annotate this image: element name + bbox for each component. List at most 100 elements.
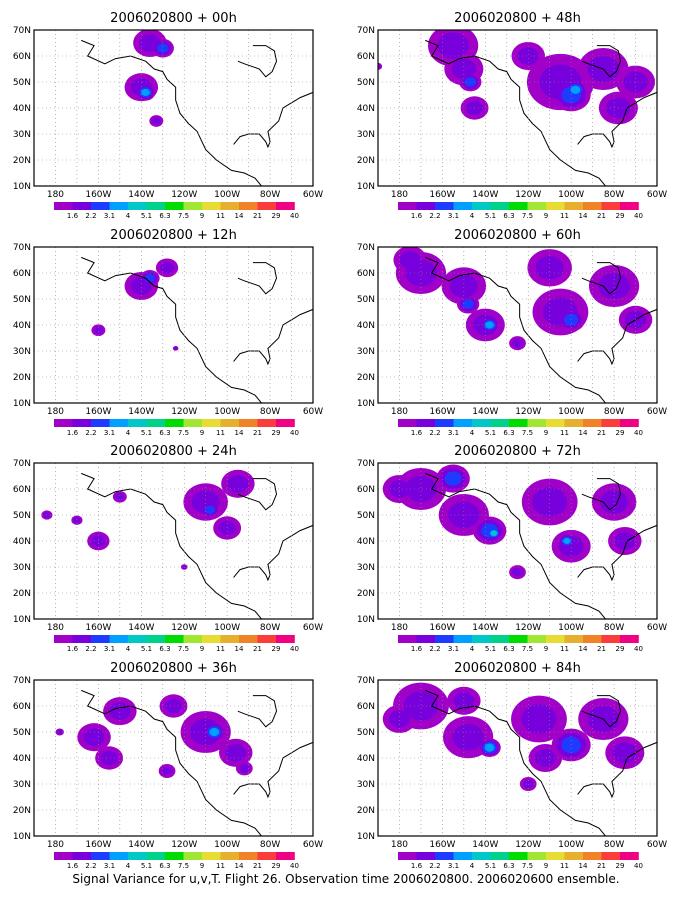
- variance-contour: [484, 743, 495, 752]
- variance-contour: [532, 487, 568, 517]
- lon-tick-label: 60W: [647, 407, 667, 417]
- lat-tick-label: 70N: [13, 459, 31, 469]
- colorbar-swatch: [183, 202, 203, 210]
- colorbar-swatch: [509, 202, 528, 210]
- lon-tick-label: 80W: [260, 407, 280, 417]
- colorbar-swatch: [257, 419, 277, 427]
- lat-tick-label: 70N: [357, 676, 375, 686]
- lon-tick-label: 140W: [128, 407, 154, 417]
- variance-contour: [151, 117, 161, 125]
- colorbar-swatch: [509, 852, 528, 860]
- colorbar: 1.6 2.2 3.1 4 5.1 6.3 7.5 9 11 14 21 29 40: [398, 852, 643, 870]
- colorbar-swatch: [601, 202, 621, 210]
- colorbar-label: 4: [126, 862, 131, 870]
- lat-tick-label: 30N: [13, 563, 31, 573]
- lat-tick-label: 40N: [13, 104, 31, 114]
- variance-contour: [614, 532, 636, 550]
- colorbar-label: 11: [216, 645, 225, 653]
- colorbar-label: 9: [544, 862, 548, 870]
- colorbar-label: 14: [235, 862, 244, 870]
- lat-tick-label: 40N: [357, 537, 375, 547]
- lat-tick-label: 40N: [357, 321, 375, 331]
- colorbar-swatch: [527, 852, 547, 860]
- colorbar-label: 6.3: [503, 212, 514, 220]
- colorbar-swatch: [416, 419, 436, 427]
- lon-tick-label: 60W: [303, 407, 323, 417]
- colorbar-swatch: [183, 419, 203, 427]
- lon-tick-label: 160W: [429, 190, 455, 200]
- lat-tick-label: 20N: [13, 156, 31, 166]
- colorbar-swatch: [128, 852, 147, 860]
- map-panel: 2006020800 + 12h 10N 20N 30N 40N 50N 60N 70N 180…: [13, 228, 323, 437]
- colorbar-label: 9: [544, 645, 548, 653]
- colorbar-swatch: [583, 202, 602, 210]
- lat-tick-label: 10N: [13, 182, 31, 192]
- colorbar-label: 1.6: [67, 862, 79, 870]
- lon-tick-label: 180: [47, 190, 64, 200]
- lon-tick-label: 180: [47, 623, 64, 633]
- colorbar-swatch: [398, 635, 417, 643]
- lat-tick-label: 60N: [13, 702, 31, 712]
- colorbar-swatch: [183, 852, 203, 860]
- colorbar-swatch: [128, 419, 147, 427]
- lat-tick-label: 20N: [357, 589, 375, 599]
- variance-contour: [57, 729, 63, 735]
- colorbar-swatch: [546, 419, 565, 427]
- colorbar: 1.6 2.2 3.1 4 5.1 6.3 7.5 9 11 14 21 29 40: [398, 202, 643, 220]
- colorbar-swatch: [583, 635, 602, 643]
- lat-tick-label: 20N: [13, 806, 31, 816]
- lat-tick-label: 60N: [13, 52, 31, 62]
- colorbar-swatch: [202, 419, 221, 427]
- colorbar-label: 4: [470, 212, 475, 220]
- lat-tick-label: 20N: [13, 589, 31, 599]
- variance-field: [393, 247, 653, 351]
- variance-contour: [437, 32, 469, 59]
- lon-tick-label: 120W: [515, 623, 541, 633]
- colorbar-swatch: [165, 635, 184, 643]
- lon-tick-label: 160W: [85, 623, 111, 633]
- colorbar-swatch: [472, 419, 491, 427]
- colorbar-label: 11: [560, 645, 569, 653]
- lat-tick-label: 30N: [357, 563, 375, 573]
- colorbar-swatch: [72, 852, 92, 860]
- colorbar-swatch: [109, 635, 129, 643]
- colorbar-swatch: [509, 419, 528, 427]
- colorbar-label: 3.1: [104, 429, 115, 437]
- lat-tick-label: 60N: [357, 52, 375, 62]
- variance-contour: [517, 47, 539, 65]
- colorbar-swatch: [546, 202, 565, 210]
- colorbar-label: 29: [272, 645, 281, 653]
- colorbar-swatch: [220, 202, 240, 210]
- map-background: [34, 30, 313, 186]
- colorbar-label: 6.3: [159, 429, 170, 437]
- grid: [34, 680, 313, 836]
- colorbar-label: 9: [200, 645, 204, 653]
- lon-tick-label: 180: [391, 407, 408, 417]
- lat-tick-label: 60N: [357, 485, 375, 495]
- colorbar-swatch: [398, 419, 417, 427]
- lat-tick-label: 10N: [13, 399, 31, 409]
- colorbar-swatch: [620, 419, 639, 427]
- colorbar-swatch: [472, 635, 491, 643]
- colorbar-swatch: [620, 635, 639, 643]
- variance-contour: [109, 702, 131, 720]
- colorbar-label: 40: [634, 862, 643, 870]
- colorbar-label: 2.2: [429, 212, 440, 220]
- variance-contour: [100, 750, 118, 766]
- lon-tick-label: 160W: [85, 407, 111, 417]
- map-frame: [377, 29, 658, 187]
- colorbar: 1.6 2.2 3.1 4 5.1 6.3 7.5 9 11 14 21 29 40: [398, 419, 643, 437]
- colorbar-swatch: [146, 419, 166, 427]
- colorbar-swatch: [601, 419, 621, 427]
- map-panel: 2006020800 + 00h 10N 20N 30N 40N 50N 60N 70N 180…: [13, 11, 323, 220]
- map-panel: 2006020800 + 48h 10N 20N 30N 40N 50N 60N 70N 180…: [357, 11, 667, 220]
- colorbar-label: 14: [579, 862, 588, 870]
- colorbar-swatch: [276, 202, 295, 210]
- colorbar-label: 29: [616, 212, 625, 220]
- variance-contour: [115, 493, 125, 501]
- lat-tick-label: 60N: [13, 269, 31, 279]
- colorbar-swatch: [109, 202, 129, 210]
- colorbar-swatch: [453, 202, 473, 210]
- colorbar-swatch: [257, 202, 277, 210]
- colorbar-label: 5.1: [141, 212, 152, 220]
